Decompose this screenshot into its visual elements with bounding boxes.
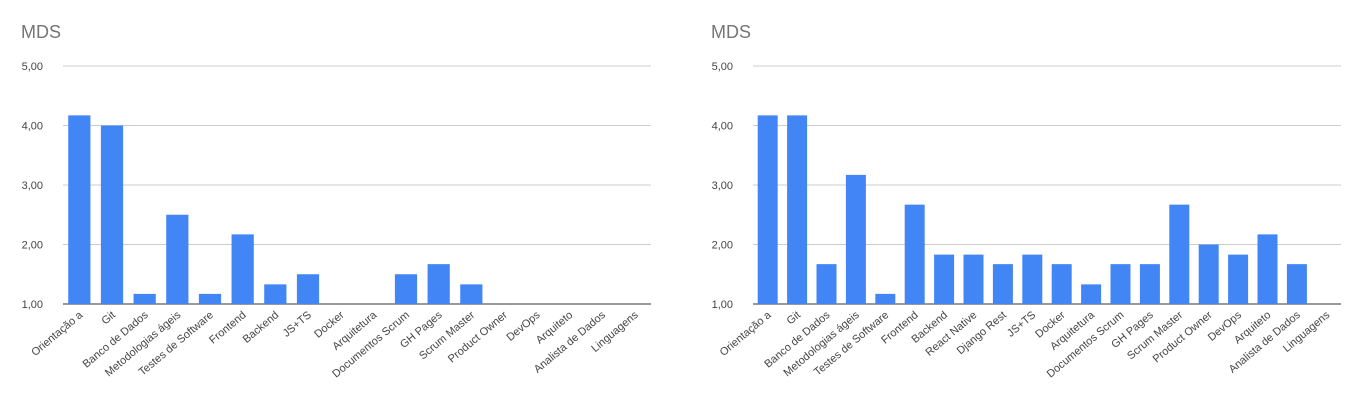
bar xyxy=(1169,204,1190,304)
chart-title: MDS xyxy=(711,22,751,42)
bar xyxy=(394,274,418,304)
bar xyxy=(845,174,866,304)
bar xyxy=(992,264,1013,304)
y-tick-label: 5,00 xyxy=(22,61,43,73)
bar xyxy=(875,293,896,304)
bar xyxy=(787,115,808,304)
y-tick-label: 2,00 xyxy=(712,240,733,252)
bar xyxy=(1286,264,1307,304)
y-tick-label: 1,00 xyxy=(712,299,733,311)
bar xyxy=(904,204,925,304)
bar xyxy=(816,264,837,304)
bar xyxy=(166,214,189,304)
bar xyxy=(296,274,320,304)
bar xyxy=(1139,264,1160,304)
bar xyxy=(231,234,254,304)
bar xyxy=(1228,254,1249,304)
y-tick-label: 3,00 xyxy=(712,180,733,192)
y-tick-label: 4,00 xyxy=(22,121,43,133)
x-tick-label: JS+TS xyxy=(281,309,314,340)
bar xyxy=(264,284,287,304)
bar xyxy=(757,115,778,304)
x-tick-label: Orientação a xyxy=(718,309,775,359)
y-tick-label: 1,00 xyxy=(22,299,43,311)
bar xyxy=(1051,264,1072,304)
x-tick-label: Git xyxy=(99,309,117,327)
bar xyxy=(460,284,483,304)
x-tick-label: Frontend xyxy=(207,309,248,346)
bar xyxy=(427,264,450,304)
x-tick-label: Backend xyxy=(241,309,282,346)
bar xyxy=(934,254,955,304)
x-tick-label: Git xyxy=(785,309,803,327)
bar xyxy=(1110,264,1131,304)
chart-left: MDS 1,00 2,00 3,00 4,00 5,00 Orientação a Git B… xyxy=(0,0,680,415)
bar xyxy=(963,254,984,304)
bar xyxy=(68,115,91,304)
bar xyxy=(1081,284,1102,304)
y-tick-label: 4,00 xyxy=(712,121,733,133)
bar xyxy=(1257,234,1278,304)
chart-title: MDS xyxy=(21,22,61,42)
bar xyxy=(100,125,124,304)
x-tick-label: Orientação a xyxy=(29,309,86,359)
y-tick-label: 2,00 xyxy=(22,240,43,252)
y-tick-label: 3,00 xyxy=(22,180,43,192)
bar xyxy=(1022,254,1043,304)
x-tick-label: Product Owner xyxy=(446,309,510,366)
x-tick-label: JS+TS xyxy=(1005,309,1038,340)
bar xyxy=(133,293,156,304)
chart-right: MDS 1,00 2,00 3,00 4,00 5,00 Orientação a Git B… xyxy=(690,0,1361,415)
bar xyxy=(198,293,222,304)
y-tick-label: 5,00 xyxy=(712,61,733,73)
bar xyxy=(1198,244,1219,304)
